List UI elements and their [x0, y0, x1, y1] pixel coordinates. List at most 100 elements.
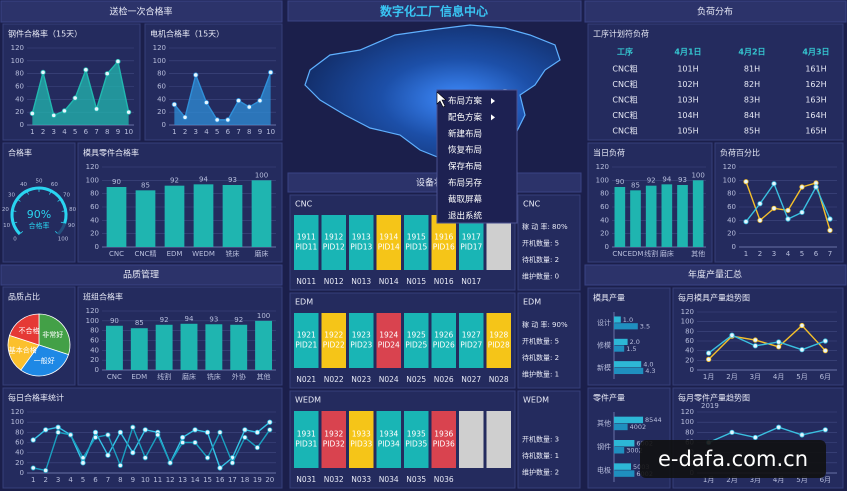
bar — [661, 184, 673, 247]
x-tick-label: 6 — [93, 476, 98, 484]
menu-item[interactable]: 退出系统 — [448, 210, 483, 221]
x-tick-label: 磨床 — [255, 249, 269, 258]
gauge-tick-label: 30 — [8, 193, 15, 199]
point — [203, 99, 210, 106]
gauge-tick-label: 0 — [13, 237, 17, 243]
table-cell: 85H — [744, 127, 760, 136]
x-tick-label: 铣床 — [226, 249, 240, 258]
menu-item[interactable]: 保存布局 — [448, 161, 482, 172]
machine-tile[interactable] — [486, 313, 512, 368]
stat: 开机数量: 3 — [522, 435, 559, 444]
machine-tile[interactable] — [459, 411, 484, 468]
gauge-tick — [60, 221, 64, 224]
line — [33, 425, 271, 472]
bar — [251, 180, 272, 247]
machine-tile[interactable] — [294, 411, 319, 468]
menu-item[interactable]: 新建布局 — [448, 128, 482, 139]
data-label: 90 — [110, 317, 119, 325]
machine-node: N025 — [406, 375, 426, 384]
section-title: 负荷分布 — [697, 6, 733, 18]
machine-tile[interactable] — [404, 411, 429, 468]
data-label: 93 — [678, 176, 687, 184]
y-tick-label: 0 — [95, 366, 99, 374]
y-tick-label: 20 — [727, 230, 736, 238]
menu-item[interactable]: 布局另存 — [448, 178, 483, 189]
menu-item[interactable]: 配色方案 — [448, 112, 483, 123]
machine-tile[interactable] — [459, 313, 484, 368]
gauge-tick-label: 20 — [2, 207, 9, 213]
bar — [614, 416, 644, 424]
line — [173, 72, 272, 121]
x-tick-label: 10 — [141, 476, 150, 484]
x-tick-label: 7 — [236, 128, 240, 136]
machine-node: N023 — [351, 375, 371, 384]
data-label: 100 — [255, 171, 268, 179]
machine-tile[interactable] — [404, 215, 429, 270]
machine-tile[interactable] — [376, 313, 402, 368]
machine-tile[interactable] — [349, 411, 374, 468]
point — [268, 69, 274, 75]
point — [117, 429, 123, 435]
y-tick-label: 120 — [86, 163, 99, 171]
y-tick-label: 60 — [727, 203, 736, 211]
machine-node: N021 — [296, 375, 316, 384]
x-tick-label: 4月 — [773, 476, 784, 484]
machine-tile[interactable] — [459, 215, 484, 270]
machine-tile[interactable] — [321, 411, 347, 468]
machine-tile[interactable] — [431, 313, 457, 368]
point — [799, 432, 805, 438]
machine-tile[interactable] — [294, 215, 319, 270]
menu-item[interactable]: 布局方案 — [448, 96, 483, 107]
machine-pid: PID12 — [323, 243, 345, 252]
table-cell: 103H — [677, 96, 698, 105]
point — [752, 434, 758, 441]
machine-tile[interactable] — [294, 313, 319, 368]
machine-pid: PID14 — [378, 243, 400, 252]
machine-code: 1925 — [407, 331, 426, 340]
machine-tile[interactable] — [486, 215, 512, 270]
machine-tile[interactable] — [321, 313, 347, 368]
menu-item[interactable]: 恢复布局 — [448, 145, 482, 156]
machine-node: N015 — [406, 277, 426, 286]
x-tick-label: WEDM — [192, 250, 215, 258]
y-tick-label: 80 — [90, 327, 99, 335]
x-tick-label: 6月 — [820, 476, 831, 484]
machine-tile[interactable] — [431, 411, 457, 468]
y-tick-label: 60 — [90, 203, 99, 211]
machine-code: 1917 — [462, 233, 481, 242]
gauge-tick — [14, 221, 18, 224]
point — [752, 343, 758, 349]
machine-tile[interactable] — [486, 411, 512, 468]
machine-tile[interactable] — [376, 215, 402, 270]
machine-tile[interactable] — [321, 215, 347, 270]
machine-tile[interactable] — [349, 313, 374, 368]
x-tick-label: 9 — [131, 476, 135, 484]
x-tick-label: CNC — [612, 250, 627, 258]
x-tick-label: 10 — [266, 128, 275, 136]
menu-item[interactable]: 截取屏幕 — [448, 194, 483, 205]
y-tick-label: 120 — [86, 307, 99, 315]
pie-slice — [7, 334, 40, 371]
point — [743, 179, 749, 185]
machine-code: 1926 — [434, 331, 453, 340]
bar — [614, 345, 625, 352]
y-tick-label: 0 — [95, 243, 99, 251]
machine-tile[interactable] — [349, 215, 374, 270]
point — [785, 216, 791, 222]
y-tick-label: 100 — [153, 57, 166, 65]
area — [174, 72, 271, 125]
machine-tile[interactable] — [376, 411, 402, 468]
gauge-label: 合格率 — [29, 221, 50, 230]
y-tick-label: 0 — [605, 243, 609, 251]
point — [229, 460, 236, 466]
table-cell: CNC粗 — [612, 126, 637, 136]
y-tick-label: 80 — [15, 70, 24, 78]
machine-tile[interactable] — [404, 313, 429, 368]
pie-slice — [20, 344, 69, 377]
chart-title: 每日合格率统计 — [8, 393, 64, 403]
point — [67, 432, 74, 438]
machine-tile[interactable] — [431, 215, 457, 270]
x-tick-label: 6 — [226, 128, 231, 136]
point — [729, 332, 735, 338]
gauge-tick-label: 100 — [58, 237, 69, 243]
